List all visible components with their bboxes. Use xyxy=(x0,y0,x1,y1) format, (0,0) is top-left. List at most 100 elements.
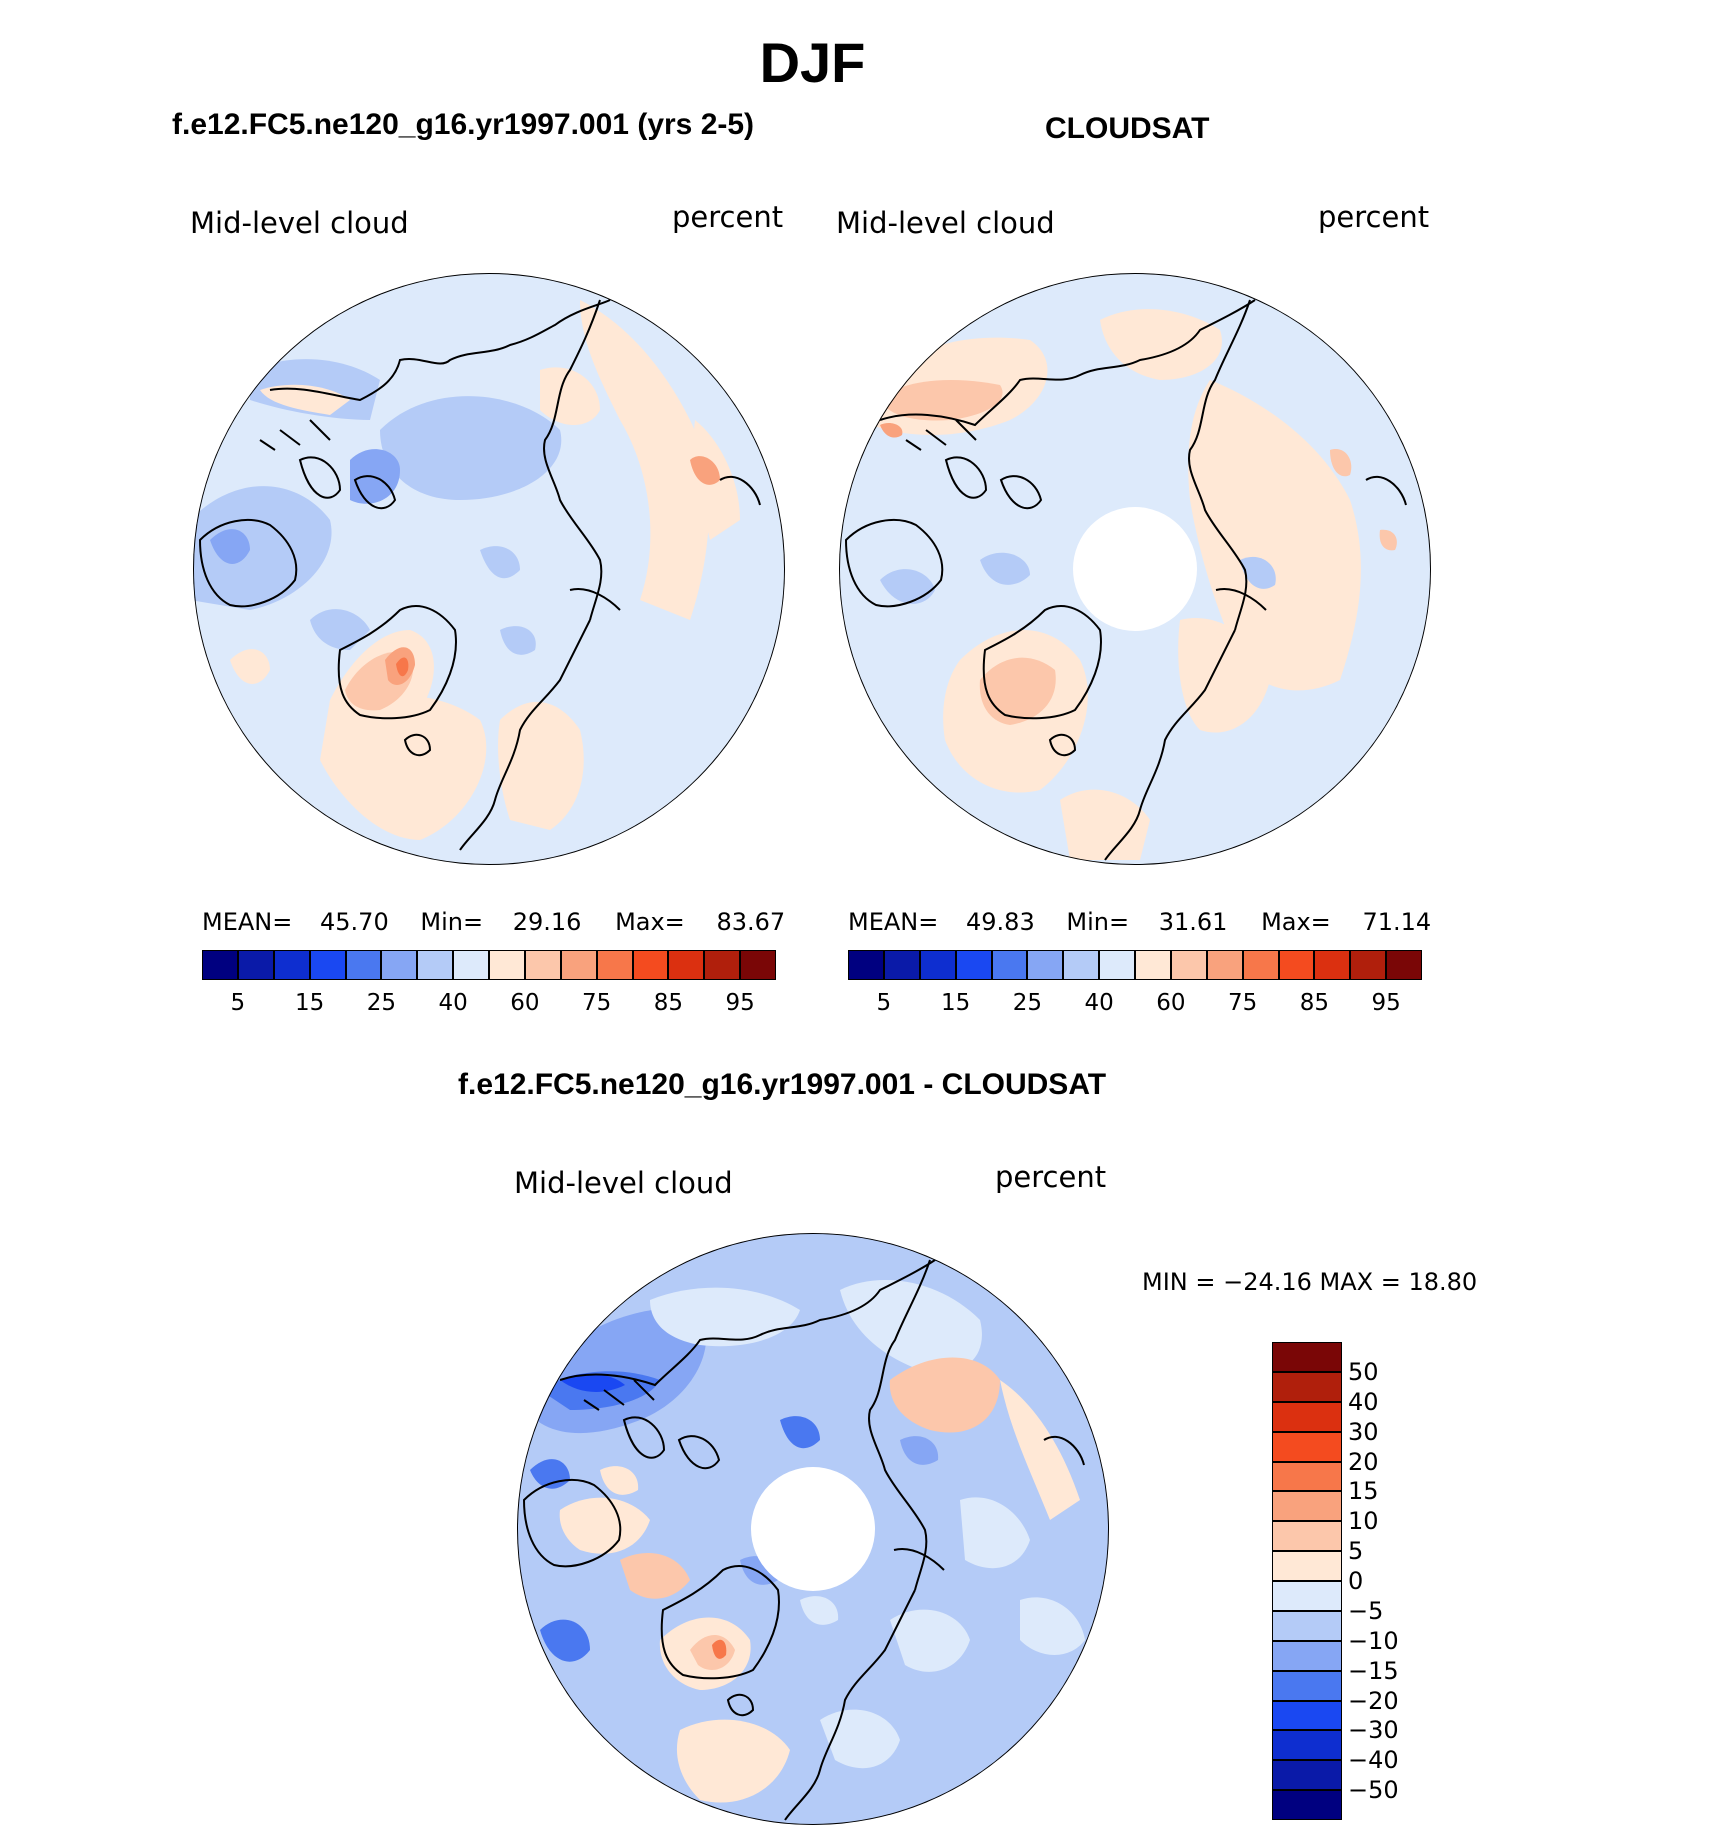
colorbar-swatch xyxy=(309,950,346,980)
colorbar-tick-label: −10 xyxy=(1348,1626,1399,1655)
colorbar-swatch xyxy=(704,950,741,980)
colorbar-obs-ticks: 5 15 25 40 60 75 85 95 xyxy=(848,990,1422,1020)
colorbar-tick-label: −50 xyxy=(1348,1776,1399,1805)
colorbar-swatch xyxy=(1272,1431,1342,1462)
colorbar-tick-label: 15 xyxy=(1348,1477,1379,1506)
colorbar-swatch xyxy=(345,950,382,980)
colorbar-tick-label: 20 xyxy=(1348,1447,1379,1476)
colorbar-tick-label: 75 xyxy=(1227,990,1258,1016)
colorbar-tick-label: 85 xyxy=(653,990,684,1016)
colorbar-swatch xyxy=(919,950,956,980)
model-min-label: Min= xyxy=(420,908,484,936)
model-max-value: 83.67 xyxy=(716,908,786,936)
colorbar-swatch xyxy=(381,950,418,980)
colorbar-swatch xyxy=(524,950,561,980)
colorbar-swatch xyxy=(848,950,884,980)
colorbar-tick-label: 85 xyxy=(1299,990,1330,1016)
colorbar-swatch xyxy=(1272,1461,1342,1492)
colorbar-tick-label: 75 xyxy=(581,990,612,1016)
obs-units-label: percent xyxy=(1318,200,1430,234)
colorbar-swatch xyxy=(1272,1790,1342,1820)
colorbar-swatch xyxy=(273,950,310,980)
model-units-label: percent xyxy=(672,200,784,234)
colorbar-diff xyxy=(1272,1342,1342,1820)
model-mean-label: MEAN= xyxy=(202,908,293,936)
colorbar-tick-label: 0 xyxy=(1348,1567,1364,1595)
obs-mean-value: 49.83 xyxy=(966,908,1035,936)
model-mean-value: 45.70 xyxy=(320,908,389,936)
colorbar-swatch xyxy=(1272,1670,1342,1701)
map-diff xyxy=(517,1233,1109,1825)
colorbar-swatch xyxy=(1272,1342,1342,1372)
colorbar-swatch xyxy=(1350,950,1387,980)
colorbar-swatch xyxy=(1099,950,1135,980)
colorbar-tick-label: 50 xyxy=(1348,1357,1379,1386)
model-variable-label: Mid-level cloud xyxy=(190,206,409,240)
colorbar-swatch xyxy=(1206,950,1243,980)
colorbar-swatch xyxy=(1272,1640,1342,1671)
colorbar-swatch xyxy=(1272,1371,1342,1402)
colorbar-tick-label: 5 xyxy=(1348,1537,1364,1566)
colorbar-model xyxy=(202,950,776,980)
panel-title-diff: f.e12.FC5.ne120_g16.yr1997.001 - CLOUDSA… xyxy=(458,1068,1107,1101)
panel-title-model: f.e12.FC5.ne120_g16.yr1997.001 (yrs 2-5) xyxy=(172,108,755,141)
colorbar-tick-label: 15 xyxy=(940,990,971,1016)
colorbar-tick-label: 95 xyxy=(1371,990,1401,1016)
obs-stats: MEAN= 49.83 Min= 31.61 Max= 71.14 xyxy=(848,908,1431,936)
colorbar-tick-label: −5 xyxy=(1348,1596,1384,1625)
colorbar-tick-label: 30 xyxy=(1348,1417,1379,1446)
colorbar-swatch xyxy=(417,950,454,980)
diff-minmax: MIN = −24.16 MAX = 18.80 xyxy=(1142,1268,1478,1296)
colorbar-tick-label: 95 xyxy=(725,990,755,1016)
obs-mean-label: MEAN= xyxy=(848,908,939,936)
colorbar-swatch xyxy=(237,950,274,980)
colorbar-swatch xyxy=(1063,950,1100,980)
colorbar-swatch xyxy=(1272,1491,1342,1522)
main-title: DJF xyxy=(759,31,866,94)
colorbar-swatch xyxy=(596,950,633,980)
colorbar-swatch xyxy=(202,950,238,980)
colorbar-tick-label: 40 xyxy=(1348,1387,1379,1416)
colorbar-swatch xyxy=(740,950,776,980)
colorbar-swatch xyxy=(1272,1700,1342,1731)
colorbar-tick-label: 10 xyxy=(1348,1507,1379,1536)
colorbar-swatch xyxy=(1027,950,1064,980)
obs-max-value: 71.14 xyxy=(1362,908,1432,936)
obs-min-value: 31.61 xyxy=(1158,908,1228,936)
obs-min-label: Min= xyxy=(1066,908,1130,936)
diff-units-label: percent xyxy=(995,1160,1107,1194)
model-max-label: Max= xyxy=(615,908,685,936)
diff-variable-label: Mid-level cloud xyxy=(514,1166,733,1200)
colorbar-swatch xyxy=(489,950,525,980)
colorbar-tick-label: 15 xyxy=(294,990,325,1016)
panel-title-obs: CLOUDSAT xyxy=(1045,112,1210,145)
colorbar-swatch xyxy=(1386,950,1422,980)
colorbar-swatch xyxy=(668,950,705,980)
colorbar-tick-label: 40 xyxy=(1084,990,1114,1016)
obs-max-label: Max= xyxy=(1261,908,1331,936)
colorbar-swatch xyxy=(1272,1401,1342,1432)
colorbar-swatch xyxy=(955,950,992,980)
colorbar-tick-label: 40 xyxy=(438,990,468,1016)
colorbar-tick-label: 60 xyxy=(510,990,540,1016)
colorbar-swatch xyxy=(632,950,669,980)
map-model xyxy=(193,273,785,865)
colorbar-swatch xyxy=(1314,950,1351,980)
map-obs xyxy=(839,273,1431,865)
colorbar-obs xyxy=(848,950,1422,980)
colorbar-swatch xyxy=(883,950,920,980)
colorbar-swatch xyxy=(560,950,597,980)
model-stats: MEAN= 45.70 Min= 29.16 Max= 83.67 xyxy=(202,908,785,936)
colorbar-swatch xyxy=(1278,950,1315,980)
colorbar-tick-label: −15 xyxy=(1348,1656,1399,1685)
colorbar-tick-label: −20 xyxy=(1348,1686,1399,1715)
obs-variable-label: Mid-level cloud xyxy=(836,206,1055,240)
model-min-value: 29.16 xyxy=(512,908,582,936)
colorbar-swatch xyxy=(453,950,489,980)
colorbar-swatch xyxy=(991,950,1028,980)
colorbar-model-ticks: 5 15 25 40 60 75 85 95 xyxy=(202,990,776,1020)
colorbar-diff-ticks: 50 40 30 20 15 10 5 0 −5 −10 −15 −20 −30 −40 −50 xyxy=(1348,1342,1438,1820)
colorbar-swatch xyxy=(1170,950,1207,980)
colorbar-tick-label: −40 xyxy=(1348,1746,1399,1775)
colorbar-tick-label: 25 xyxy=(1012,990,1043,1016)
